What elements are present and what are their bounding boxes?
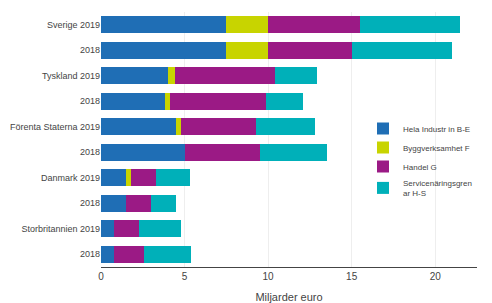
svg-text:2018: 2018 [80, 147, 100, 157]
svg-text:Hela Industr in B-E: Hela Industr in B-E [403, 125, 470, 134]
svg-text:0: 0 [98, 271, 104, 282]
svg-text:20: 20 [430, 271, 442, 282]
svg-text:Servicenäringsgrenar H-S: Servicenäringsgrenar H-S [403, 179, 472, 198]
svg-text:2018: 2018 [80, 249, 100, 259]
svg-text:2018: 2018 [80, 96, 100, 106]
svg-text:Förenta Staterna 2019: Förenta Staterna 2019 [10, 122, 100, 132]
svg-text:2018: 2018 [80, 198, 100, 208]
svg-text:2018: 2018 [80, 45, 100, 55]
svg-text:10: 10 [263, 271, 275, 282]
svg-text:Miljarder euro: Miljarder euro [255, 291, 322, 303]
svg-text:5: 5 [182, 271, 188, 282]
svg-text:Byggverksamhet F: Byggverksamhet F [403, 144, 470, 153]
svg-text:Sverige 2019: Sverige 2019 [47, 20, 100, 30]
svg-text:Storbritannien 2019: Storbritannien 2019 [21, 224, 100, 234]
svg-text:Handel G: Handel G [403, 163, 437, 172]
svg-text:Tyskland 2019: Tyskland 2019 [42, 71, 100, 81]
svg-text:15: 15 [346, 271, 358, 282]
svg-text:Danmark 2019: Danmark 2019 [41, 173, 100, 183]
